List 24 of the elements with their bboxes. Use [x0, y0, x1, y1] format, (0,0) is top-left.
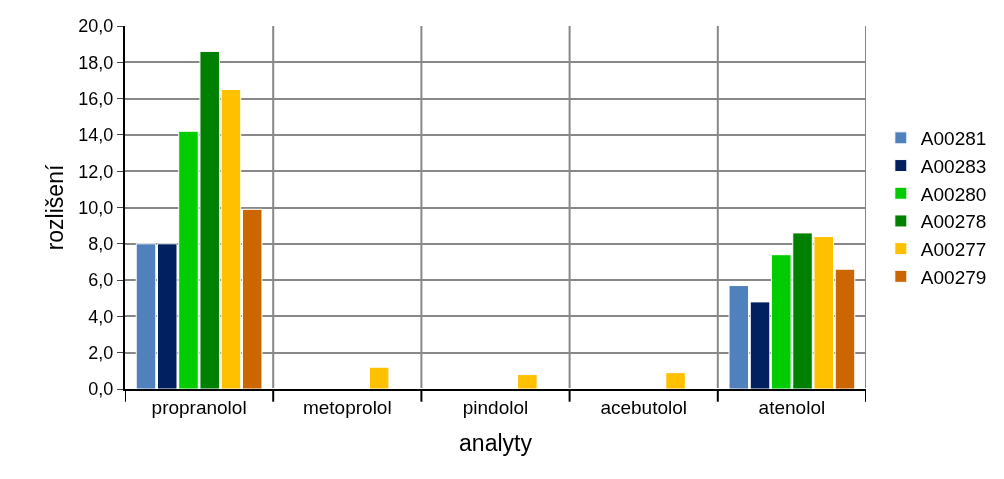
y-tick-label: 14,0 [78, 125, 114, 146]
legend-label: A00281 [920, 128, 987, 150]
x-tick-label: metoprolol [302, 396, 392, 418]
y-tick-label: 16,0 [78, 88, 114, 109]
x-tick-label: acebutolol [600, 396, 688, 418]
legend-label: A00277 [920, 239, 987, 261]
y-tick-label: 10,0 [78, 197, 114, 218]
x-tick-label: pindolol [462, 396, 529, 418]
legend-label: A00283 [920, 155, 987, 177]
x-tick-label: atenolol [758, 396, 826, 418]
y-tick-label: 6,0 [88, 270, 114, 291]
legend-label: A00279 [920, 266, 987, 288]
x-axis-title: analyty [459, 429, 533, 456]
y-tick-label: 12,0 [78, 161, 114, 182]
y-tick-label: 4,0 [88, 306, 114, 327]
legend-label: A00278 [920, 211, 987, 233]
y-tick-label: 2,0 [88, 343, 114, 363]
y-axis-title: rozlišení [42, 164, 69, 251]
y-tick-label: 8,0 [88, 234, 114, 255]
legend-label: A00280 [920, 183, 987, 205]
x-tick-label: propranolol [151, 396, 247, 418]
y-tick-label: 18,0 [78, 52, 114, 73]
y-tick-label: 0,0 [88, 379, 114, 400]
y-tick-label: 20,0 [78, 16, 114, 37]
